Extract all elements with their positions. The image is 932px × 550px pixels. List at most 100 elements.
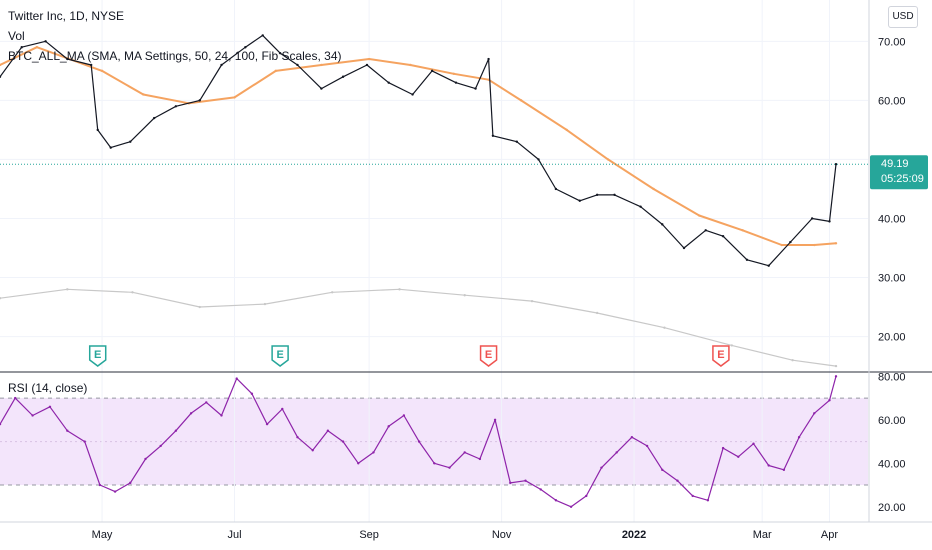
price-series-point (834, 163, 838, 166)
currency-button[interactable]: USD (888, 6, 918, 28)
rsi-series-point (402, 414, 406, 417)
rsi-series-point (448, 466, 451, 469)
rsi-series-point (539, 488, 542, 491)
volume-legend[interactable]: Vol (8, 29, 25, 43)
rsi-series-point (813, 412, 816, 415)
rsi-series-point (31, 414, 34, 417)
price-series-point (109, 146, 112, 149)
rsi-series-point (220, 414, 223, 417)
rsi-series-point (129, 481, 132, 485)
btc-all-ma-series-point (813, 243, 816, 247)
rsi-series-point (433, 462, 436, 465)
btc-all-ma-series-point (0, 63, 2, 67)
price-series-point (296, 63, 299, 67)
btc-all-ma-series-point (741, 229, 744, 232)
price-series (0, 34, 837, 267)
rsi-series-point (600, 466, 603, 469)
time-tick-label: Jul (227, 529, 241, 541)
rsi-series-point (834, 375, 838, 378)
price-series-point (278, 51, 282, 55)
rsi-band-background (0, 397, 868, 486)
rsi-series-point (159, 444, 162, 448)
rsi-series-point (706, 499, 710, 502)
btc-all-ma-series-point (409, 63, 412, 67)
rsi-series-point (721, 446, 725, 450)
price-series-point (613, 193, 616, 197)
btc-all-ma-series-point (100, 69, 104, 73)
btc-all-ma-series-point (274, 69, 277, 73)
rsi-series-point (463, 451, 466, 454)
rsi-band-fill (0, 398, 868, 486)
rsi-series-point (676, 479, 679, 482)
price-series-point (365, 63, 369, 67)
price-series-point (789, 240, 792, 244)
price-series-point (704, 229, 707, 232)
earnings-marker: E (88, 345, 107, 367)
time-tick-label: Nov (492, 529, 512, 541)
price-series-point (661, 223, 664, 226)
price-line (0, 34, 838, 267)
time-tick-label: Apr (821, 529, 838, 541)
btc-all-ma-series (0, 46, 837, 246)
earnings-marker-shape (271, 345, 289, 367)
volume-ma-series-point (198, 305, 201, 309)
price-tick-label: 30.00 (878, 273, 906, 285)
rsi-series-point (235, 377, 238, 380)
rsi-series-point (691, 494, 694, 498)
price-series-point (474, 87, 477, 90)
price-series-point (220, 63, 223, 67)
btc-all-ma-line (0, 46, 838, 247)
volume-ma-series-point (730, 344, 733, 347)
last-price-badge: 49.19 05:25:09 (870, 155, 928, 190)
rsi-series-point (174, 429, 178, 432)
rsi-series-point (737, 455, 740, 458)
rsi-series-point (189, 412, 193, 415)
btc-all-ma-series-point (233, 96, 236, 99)
rsi-series-point (417, 440, 421, 443)
price-series-point (745, 258, 749, 262)
price-series-point (595, 193, 599, 197)
btc-all-ma-series-point (35, 46, 39, 49)
rsi-series-point (296, 436, 299, 439)
rsi-series-point (144, 457, 147, 461)
rsi-tick-label: 20.00 (878, 502, 906, 514)
rsi-legend[interactable]: RSI (14, close) (8, 381, 87, 395)
volume-ma-series-point (331, 291, 334, 294)
price-gridlines (0, 40, 868, 338)
rsi-series-point (326, 429, 330, 432)
price-series-point (96, 128, 99, 132)
volume-ma-series-point (66, 288, 69, 291)
price-tick-label: 70.00 (878, 36, 906, 48)
price-series-point (515, 140, 518, 143)
rsi-series-point (797, 436, 801, 439)
earnings-marker-shape (479, 345, 498, 367)
rsi-series-point (14, 396, 17, 400)
rsi-series-point (311, 449, 314, 452)
rsi-tick-label: 40.00 (878, 458, 906, 470)
last-price-value: 49.19 (881, 158, 909, 170)
rsi-series-point (645, 444, 649, 448)
time-tick-label: May (92, 529, 113, 541)
rsi-series-point (752, 442, 755, 445)
btc-all-ma-series-point (367, 57, 371, 61)
time-tick-label: Mar (753, 529, 772, 541)
price-tick-label: 20.00 (878, 332, 906, 344)
price-series-point (320, 87, 323, 90)
price-series-point (198, 99, 201, 102)
x-gridlines (101, 0, 830, 522)
rsi-series-point (48, 405, 52, 408)
btc-all-ma-series-point (565, 128, 568, 132)
indicator-legend[interactable]: BTC_ALL_MA (SMA, MA Settings, 50, 24, 10… (8, 49, 342, 63)
time-axis-labels: May Jul Sep Nov 2022 Mar Apr (92, 529, 839, 541)
price-series-point (828, 220, 831, 223)
price-series-point (487, 57, 490, 61)
rsi-series-point (113, 490, 117, 493)
rsi-series-point (524, 479, 527, 482)
btc-all-ma-series-point (606, 158, 610, 161)
chart-title[interactable]: Twitter Inc, 1D, NYSE (8, 9, 124, 23)
rsi-series-point (98, 483, 102, 487)
earnings-marker-letter: E (485, 349, 492, 361)
price-series-point (387, 81, 390, 84)
